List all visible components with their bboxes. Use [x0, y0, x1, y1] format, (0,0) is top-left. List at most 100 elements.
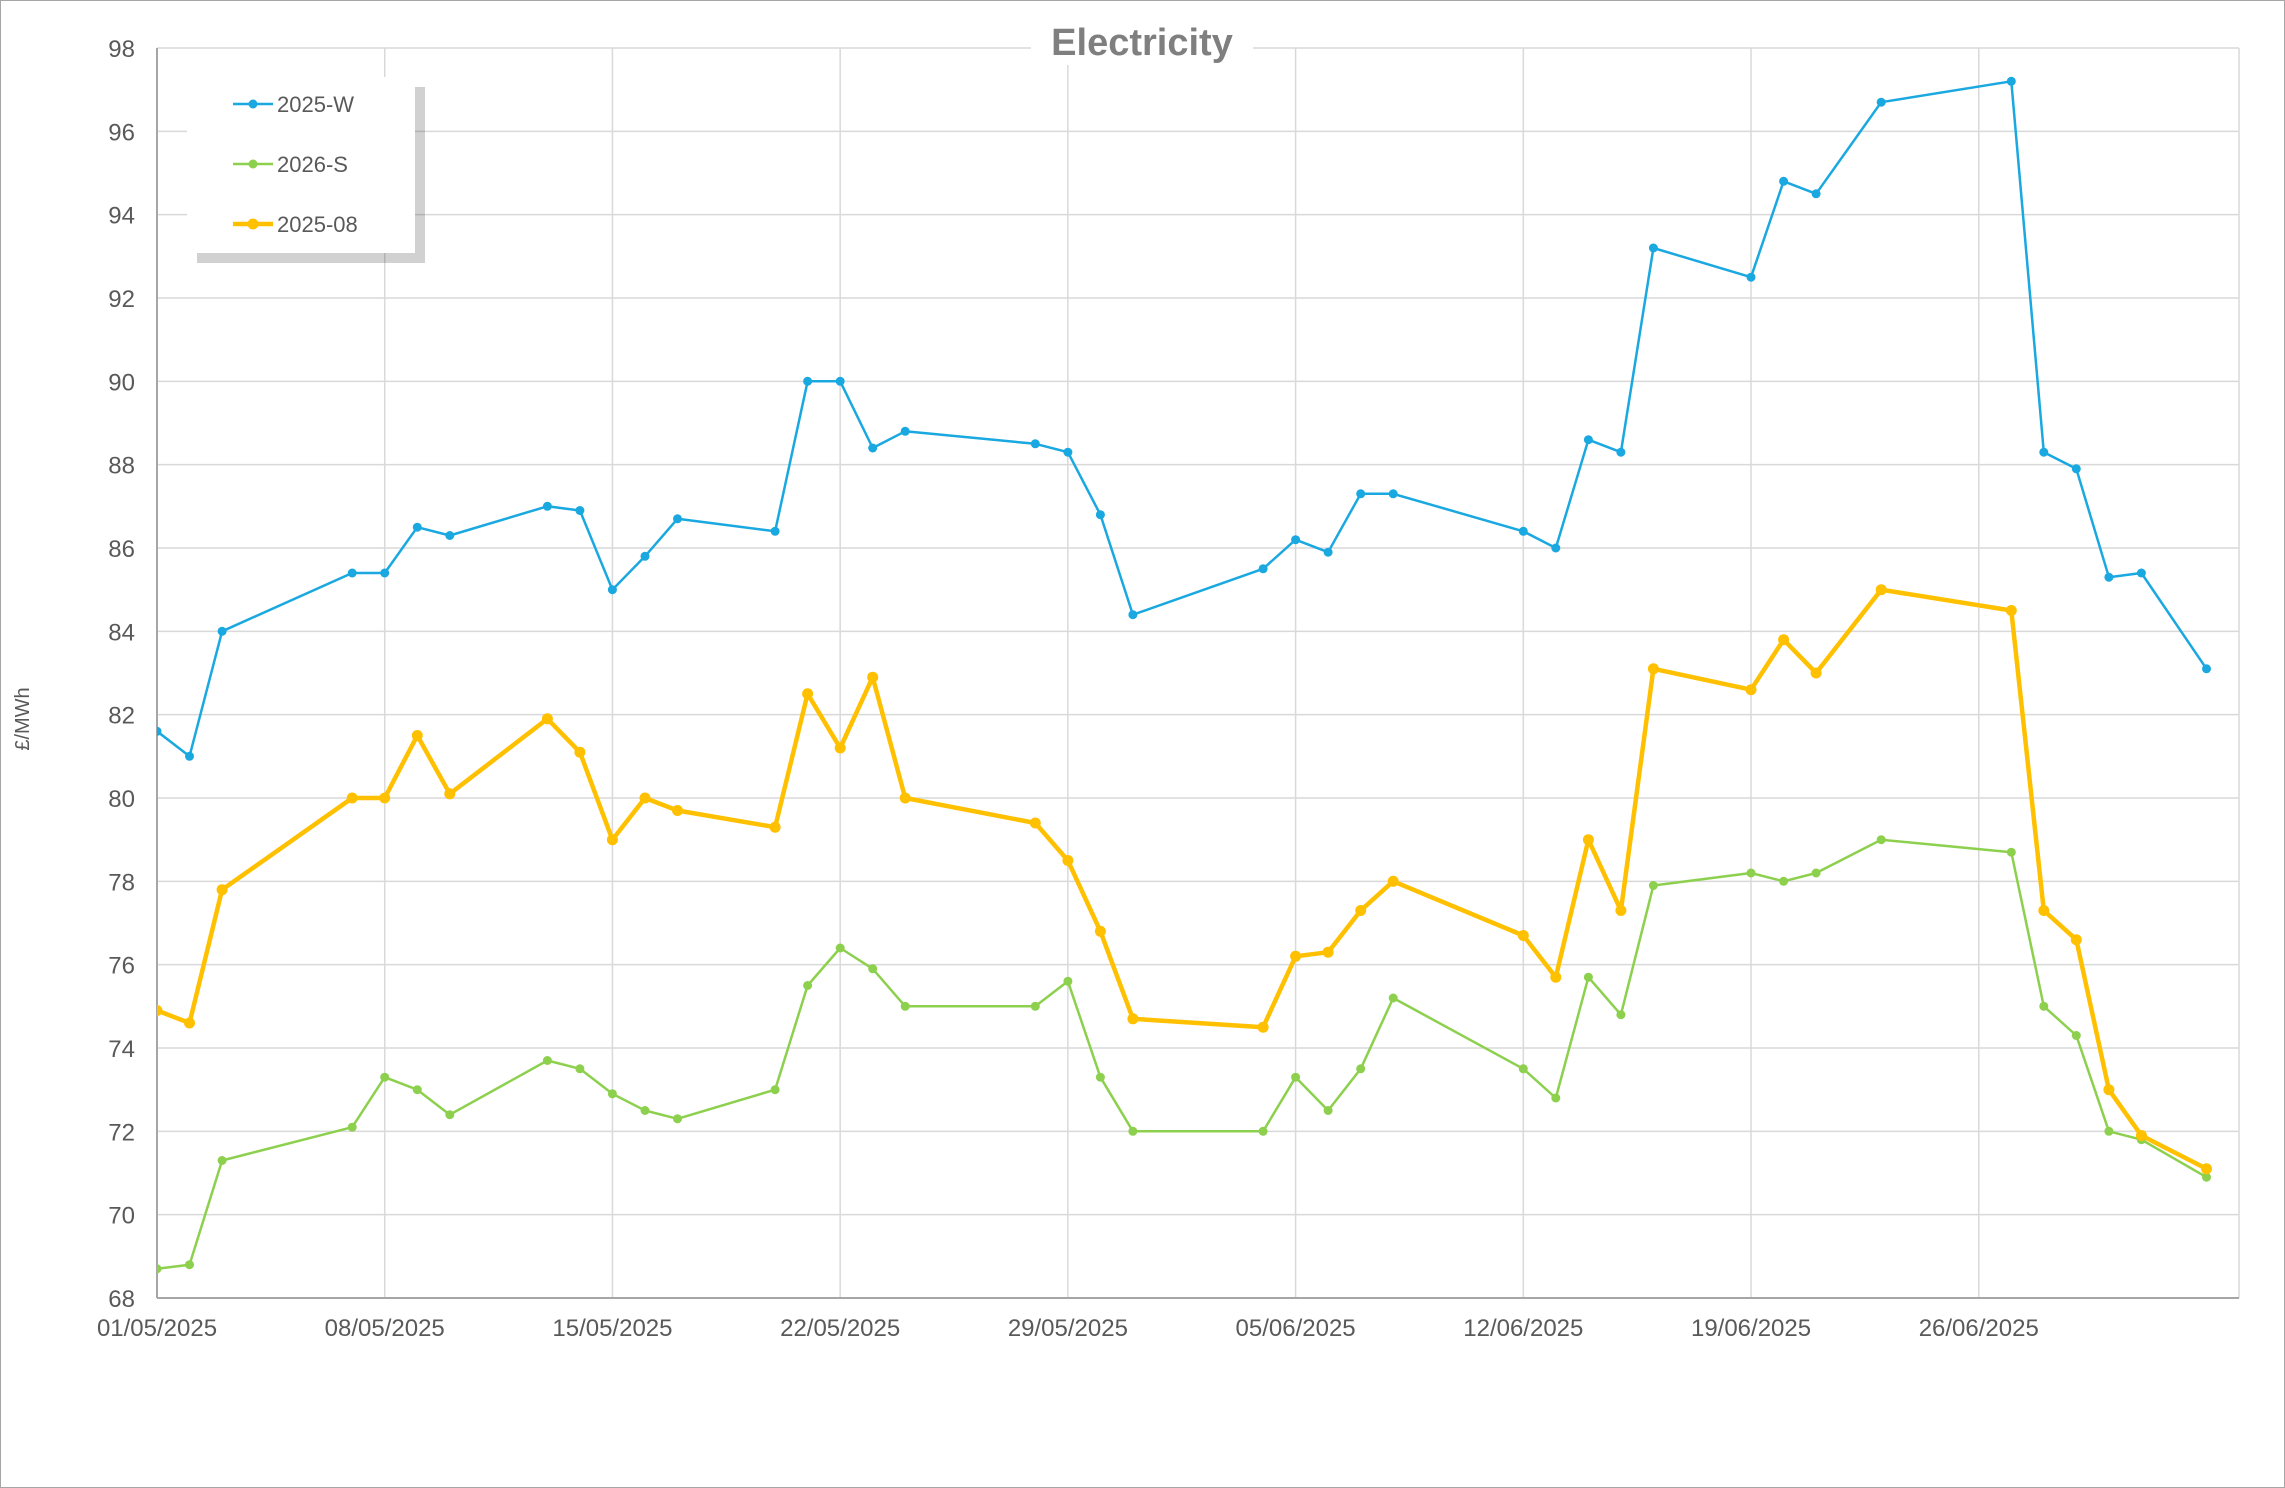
data-point: [216, 884, 228, 896]
data-point: [1550, 971, 1562, 983]
y-tick-label: 70: [108, 1203, 135, 1230]
data-point: [1583, 972, 1593, 982]
data-point: [184, 1017, 195, 1029]
legend-label: 2025-W: [277, 92, 354, 117]
y-tick-label: 68: [108, 1286, 135, 1313]
data-point: [1323, 547, 1333, 557]
data-point: [900, 426, 910, 436]
x-tick-label: 19/06/2025: [1691, 1315, 1811, 1342]
data-point: [411, 730, 423, 741]
data-point: [157, 726, 162, 736]
data-point: [673, 514, 682, 524]
data-point: [2006, 76, 2016, 86]
data-point: [217, 626, 227, 636]
data-point: [1745, 684, 1757, 696]
data-point: [1095, 1072, 1105, 1082]
data-point: [900, 1001, 910, 1011]
data-point: [1647, 663, 1659, 675]
data-point: [1062, 855, 1074, 866]
y-tick-label: 78: [108, 869, 135, 896]
data-point: [2201, 1163, 2212, 1175]
data-point: [157, 1264, 162, 1274]
data-point: [1258, 564, 1268, 574]
data-point: [185, 751, 194, 761]
data-point: [770, 526, 780, 536]
data-point: [1616, 1010, 1626, 1020]
data-point: [380, 1072, 390, 1082]
data-point: [2038, 905, 2050, 916]
data-point: [1778, 634, 1790, 646]
series-2025-08: [157, 584, 2212, 1175]
data-point: [575, 1064, 585, 1074]
y-tick-label: 80: [108, 786, 135, 813]
legend-swatch-marker: [248, 159, 258, 169]
y-tick-label: 86: [108, 536, 135, 563]
data-point: [1582, 834, 1594, 846]
series-line: [157, 80, 2208, 758]
x-axis-ticks: 01/05/2025 08/05/2025 15/05/2025 22/05/2025…: [97, 1315, 2039, 1342]
data-point: [1095, 510, 1105, 520]
data-point: [157, 1005, 163, 1016]
chart-title: Electricity: [1051, 22, 1233, 64]
data-point: [1615, 905, 1627, 916]
data-point: [1290, 950, 1302, 962]
data-point: [640, 1106, 650, 1115]
y-tick-label: 88: [108, 453, 135, 480]
data-point: [639, 792, 651, 804]
data-point: [1616, 447, 1626, 457]
y-tick-label: 98: [108, 36, 135, 63]
data-point: [1387, 875, 1399, 887]
data-point: [1876, 97, 1886, 107]
data-point: [834, 742, 846, 754]
series-line: [157, 587, 2208, 1171]
data-point: [1257, 1021, 1269, 1033]
data-point: [1258, 1126, 1268, 1136]
data-point: [868, 964, 878, 974]
data-point: [899, 792, 911, 804]
data-point: [1746, 272, 1756, 282]
data-point: [445, 531, 455, 540]
data-point: [2136, 568, 2146, 578]
data-point: [1356, 1064, 1366, 1074]
data-point: [542, 501, 552, 511]
y-tick-label: 84: [108, 619, 135, 646]
data-point: [1811, 868, 1821, 878]
chart-title-background: [1031, 17, 1253, 65]
legend: 2025-W 2026-S 2025-08: [187, 77, 425, 263]
data-point: [541, 713, 553, 725]
y-tick-label: 76: [108, 953, 135, 980]
legend-label: 2026-S: [277, 152, 348, 177]
data-point: [673, 1114, 682, 1124]
data-point: [575, 506, 585, 515]
series-2025-W: [157, 76, 2211, 761]
data-point: [1029, 817, 1041, 829]
data-point: [2071, 1031, 2081, 1040]
data-point: [1355, 905, 1367, 916]
data-point: [1779, 876, 1789, 886]
series-line: [157, 838, 2208, 1271]
data-point: [1875, 584, 1887, 596]
x-tick-label: 01/05/2025: [97, 1315, 217, 1342]
data-point: [1291, 535, 1301, 545]
data-point: [1323, 1106, 1333, 1115]
data-point: [1127, 1013, 1139, 1025]
grid: [156, 47, 2240, 1299]
data-point: [2135, 1130, 2147, 1141]
data-point: [607, 1089, 617, 1099]
data-point: [2104, 1126, 2114, 1136]
data-point: [1291, 1072, 1301, 1082]
data-point: [672, 805, 683, 816]
data-point: [1518, 526, 1528, 536]
data-point: [346, 792, 358, 804]
y-tick-label: 92: [108, 286, 135, 313]
data-point: [769, 821, 781, 833]
y-tick-label: 90: [108, 369, 135, 396]
data-point: [835, 376, 845, 386]
data-point: [347, 568, 357, 578]
data-point: [1551, 1093, 1561, 1103]
y-tick-label: 82: [108, 703, 135, 730]
data-point: [803, 981, 813, 990]
data-point: [1746, 868, 1756, 878]
